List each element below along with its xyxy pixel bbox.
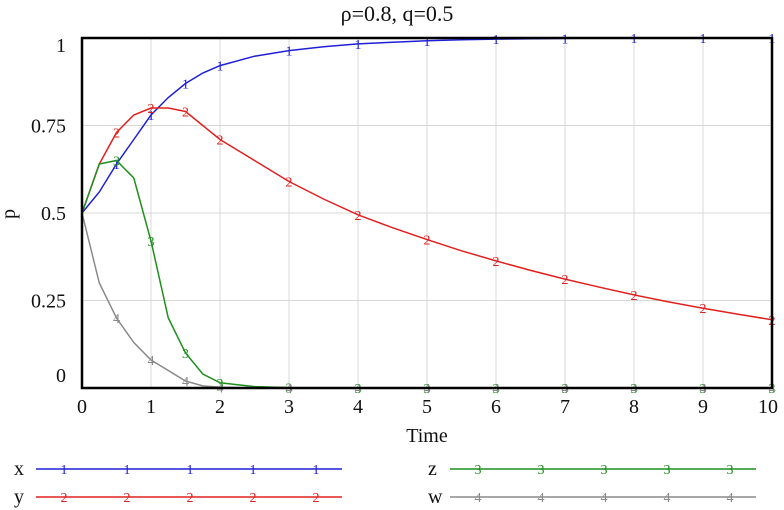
legend-label-x: x: [14, 458, 24, 480]
legend-marker-z-0: 3: [475, 463, 482, 478]
y-tick-label-2: 0.5: [41, 203, 66, 225]
series-y-marker-12: 2: [355, 209, 362, 224]
y-tick-label-0: 0: [56, 365, 66, 387]
series-z-marker-20: 3: [631, 382, 638, 397]
series-x-marker-22: 1: [700, 32, 707, 47]
legend-item-w: w 4 4 4 4 4: [428, 486, 756, 508]
y-tick-label-1: 0.25: [31, 291, 66, 313]
legend-marker-w-2: 4: [601, 491, 608, 506]
series-x-marker-20: 1: [631, 32, 638, 47]
series-w-marker-6: 4: [182, 375, 189, 390]
legend-marker-z-4: 3: [727, 463, 734, 478]
legend-marker-z-3: 3: [664, 463, 671, 478]
series-w-marker-24: 4: [769, 382, 776, 397]
series-y-marker-8: 2: [217, 134, 224, 149]
legend-marker-y-0: 2: [61, 491, 68, 506]
series-w-marker-10: 4: [286, 382, 293, 397]
series-x-marker-12: 1: [355, 38, 362, 53]
legend-marker-z-1: 3: [538, 463, 545, 478]
x-tick-label-2: 2: [215, 396, 225, 418]
x-tick-label-0: 0: [77, 396, 87, 418]
series-x-marker-14: 1: [424, 35, 431, 50]
series-x-marker-16: 1: [493, 33, 500, 48]
series-x-marker-10: 1: [286, 45, 293, 60]
y-axis-label: p: [0, 209, 20, 219]
series-w-marker-18: 4: [562, 382, 569, 397]
legend-marker-w-4: 4: [727, 491, 734, 506]
series-y-marker-10: 2: [286, 176, 293, 191]
y-axis-ticks: 0 0.25 0.5 0.75 1: [31, 35, 66, 387]
series-x-marker-4: 1: [148, 109, 155, 124]
legend-marker-z-2: 3: [601, 463, 608, 478]
series-z-marker-12: 3: [355, 382, 362, 397]
series-z-marker-16: 3: [493, 382, 500, 397]
series-y-marker-4: 2: [148, 102, 155, 117]
legend-marker-y-4: 2: [313, 491, 320, 506]
y-tick-label-4: 1: [56, 35, 66, 57]
legend-marker-x-4: 1: [313, 463, 320, 478]
series-w-marker-16: 4: [493, 382, 500, 397]
series-w-marker-14: 4: [424, 382, 431, 397]
series-y-marker-18: 2: [562, 273, 569, 288]
legend-item-z: z 3 3 3 3 3: [428, 458, 756, 480]
legend-label-z: z: [428, 458, 437, 480]
legend-marker-y-1: 2: [124, 491, 131, 506]
x-tick-label-1: 1: [146, 396, 156, 418]
x-axis-ticks: 0 1 2 3 4 5 6 7 8 9 10: [77, 396, 778, 418]
series-z-marker-14: 3: [424, 382, 431, 397]
series-w-marker-2: 4: [113, 312, 120, 327]
y-tick-label-3: 0.75: [31, 116, 66, 138]
legend-marker-y-3: 2: [250, 491, 257, 506]
legend-label-w: w: [428, 486, 443, 508]
x-tick-label-5: 5: [422, 396, 432, 418]
series-y-marker-20: 2: [631, 289, 638, 304]
x-axis-label: Time: [406, 425, 448, 447]
x-tick-label-7: 7: [560, 396, 570, 418]
series-w-marker-12: 4: [355, 382, 362, 397]
legend-item-x: x 1 1 1 1 1: [14, 458, 342, 480]
series-y-marker-2: 2: [113, 127, 120, 142]
series-z-marker-18: 3: [562, 382, 569, 397]
series-y-marker-16: 2: [493, 255, 500, 270]
plot-frame: [80, 36, 774, 390]
legend: x 1 1 1 1 1 y 2 2 2 2 2 z 3 3 3 3 3 w 4 4 4 4 4: [14, 458, 756, 508]
legend-marker-y-2: 2: [187, 491, 194, 506]
series-z-marker-8: 3: [217, 377, 224, 392]
legend-item-y: y 2 2 2 2 2: [14, 486, 342, 508]
series-z-marker-6: 3: [182, 347, 189, 362]
series-y-marker-14: 2: [424, 234, 431, 249]
x-tick-label-9: 9: [698, 396, 708, 418]
chart-title: ρ=0.8, q=0.5: [341, 1, 454, 26]
x-tick-label-8: 8: [629, 396, 639, 418]
x-tick-label-4: 4: [353, 396, 363, 418]
legend-marker-x-1: 1: [124, 463, 131, 478]
legend-marker-w-1: 4: [538, 491, 545, 506]
gridlines: [82, 38, 772, 388]
legend-marker-x-2: 1: [187, 463, 194, 478]
series-z-marker-22: 3: [700, 382, 707, 397]
legend-marker-x-0: 1: [61, 463, 68, 478]
series-z-marker-4: 3: [148, 235, 155, 250]
legend-marker-w-0: 4: [475, 491, 482, 506]
legend-marker-w-3: 4: [664, 491, 671, 506]
series-x-marker-2: 1: [113, 158, 120, 173]
series-x-marker-18: 1: [562, 32, 569, 47]
legend-marker-x-3: 1: [250, 463, 257, 478]
legend-label-y: y: [14, 486, 24, 508]
series-z-marker-2: 3: [113, 155, 120, 170]
series-w-marker-4: 4: [148, 354, 155, 369]
x-tick-label-3: 3: [284, 396, 294, 418]
series-x-marker-8: 1: [217, 60, 224, 75]
series-w-marker-20: 4: [631, 382, 638, 397]
x-tick-label-6: 6: [491, 396, 501, 418]
x-tick-label-10: 10: [758, 396, 778, 418]
series-y-marker-6: 2: [182, 106, 189, 121]
series-z-marker-24: 3: [769, 382, 776, 397]
series-y-marker-22: 2: [700, 302, 707, 317]
series-w-marker-22: 4: [700, 382, 707, 397]
series-x-marker-6: 1: [182, 78, 189, 93]
series-line-y: [81, 107, 773, 321]
